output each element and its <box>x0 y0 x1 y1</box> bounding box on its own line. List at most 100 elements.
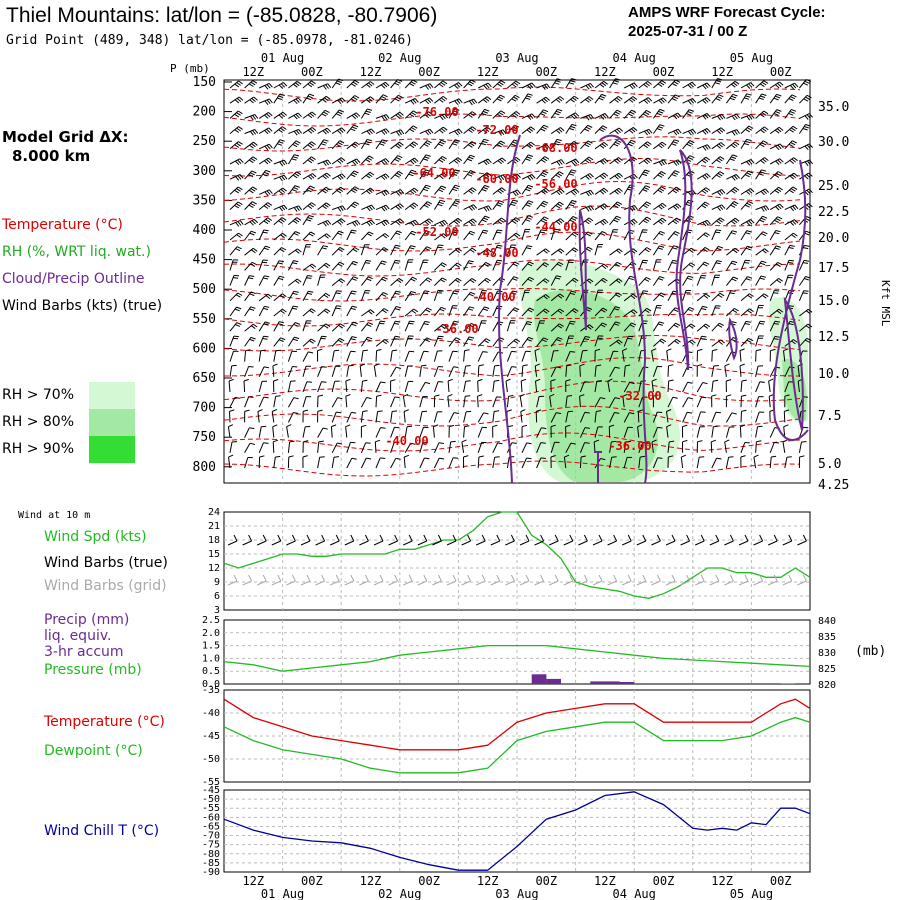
wind-barb-flag <box>322 221 327 227</box>
wind-barb <box>711 457 718 469</box>
wind-barb-flag <box>322 161 327 167</box>
wind-barb-flag <box>454 108 460 111</box>
wind-barb-flag <box>661 80 667 84</box>
wind-barb-flag <box>731 321 737 324</box>
wind-barb-flag <box>400 189 405 194</box>
wind-barb-flag <box>336 290 342 292</box>
top-date-label: 05 Aug <box>730 51 773 65</box>
wind-barb <box>346 351 352 362</box>
wind-barb <box>622 396 625 408</box>
wind-barb-flag <box>450 440 456 443</box>
wind-barb-flag <box>720 127 726 132</box>
wind-barb-flag <box>615 78 621 81</box>
wind-barb <box>404 79 414 89</box>
wind-barb <box>769 278 779 286</box>
wind-barb-flag <box>732 219 738 224</box>
surface-wind-barb-flag <box>335 534 340 542</box>
wind-barb <box>404 308 415 317</box>
wind-barb-flag <box>394 98 400 102</box>
wind-barb <box>609 229 614 241</box>
wind-barb <box>623 457 628 469</box>
wind-barb <box>565 335 570 347</box>
wind-barb <box>419 277 428 286</box>
wind-barb-flag <box>249 338 255 342</box>
wind-barb-flag <box>306 381 312 383</box>
wind-barb <box>638 396 644 408</box>
wind-barb-flag <box>249 130 254 136</box>
wind-barb-flag <box>615 263 621 267</box>
wind-barb <box>521 337 529 347</box>
wind-barb <box>419 184 427 195</box>
wind-barb <box>579 350 583 362</box>
wind-barb-flag <box>806 144 811 149</box>
wind-barb-flag <box>383 174 388 179</box>
wind-barb <box>784 245 791 256</box>
wind-barb-flag <box>779 158 784 163</box>
rh90-swatch <box>89 436 135 463</box>
wind-barb-flag <box>381 175 386 181</box>
surface-wind-barb-flag <box>656 574 661 582</box>
wind-barb <box>696 173 707 180</box>
wind-barb-flag <box>467 83 473 87</box>
wind-barb-flag <box>808 172 813 177</box>
wind-barb <box>244 170 253 180</box>
wind-barb <box>346 80 356 89</box>
wind-barb-flag <box>702 84 707 90</box>
wind-barb-flag <box>510 143 516 147</box>
wind-barb-flag <box>278 339 284 343</box>
surface-wind-barb <box>738 540 749 546</box>
wind-barb-flag <box>525 188 531 192</box>
surface-wind-barb-flag <box>437 534 442 542</box>
chill-y-tick: -75 <box>202 840 220 851</box>
wind-barb <box>272 365 275 377</box>
wind-barb-flag <box>739 363 745 367</box>
wind-barb-flag <box>268 143 273 149</box>
wind-barb-flag <box>687 381 693 384</box>
wind-barb <box>419 382 426 393</box>
wind-barb-flag <box>483 217 489 221</box>
wind-barb <box>390 366 397 378</box>
wind-barb-flag <box>280 127 285 132</box>
wind-barb <box>346 412 352 423</box>
wind-barb <box>521 200 529 210</box>
wind-barb <box>463 396 466 408</box>
wind-barb-flag <box>617 278 623 283</box>
wind-barb-flag <box>717 172 723 177</box>
wind-barb-flag <box>470 79 476 83</box>
wind-barb-flag <box>746 93 752 96</box>
wind-barb <box>638 201 647 210</box>
wind-barb-flag <box>341 127 346 132</box>
wind-barb <box>769 366 776 378</box>
surface-wind-barb-flag <box>715 574 720 582</box>
wind-barb <box>550 229 556 241</box>
wind-barb-flag <box>748 125 754 129</box>
wind-barb-flag <box>744 97 750 100</box>
wind-barb <box>680 457 684 469</box>
wind-barb-flag <box>370 309 375 314</box>
wind-barb-flag <box>428 218 434 223</box>
wind-barb-flag <box>350 98 356 102</box>
wind-barb-flag <box>482 351 488 353</box>
wind-barb-flag <box>662 202 667 207</box>
wind-barb-flag <box>585 336 591 338</box>
wind-barb <box>580 189 591 195</box>
wind-barb-flag <box>512 290 518 293</box>
wind-barb-flag <box>249 308 255 311</box>
wind-barb-flag <box>251 143 256 148</box>
height-tick: 4.25 <box>818 478 849 493</box>
wind-barb-flag <box>675 129 680 135</box>
wind-barb-flag <box>249 232 255 236</box>
wind-barb <box>623 96 634 104</box>
wind-barb-flag <box>317 409 323 412</box>
wind-barb <box>550 171 560 180</box>
wind-barb-flag <box>544 308 550 313</box>
wind-barb <box>287 260 294 271</box>
wind-barb <box>360 397 368 408</box>
wind-barb-flag <box>628 129 634 134</box>
wind-barb-flag <box>382 94 388 98</box>
wind-barb <box>667 278 678 286</box>
wind-barb-flag <box>528 127 534 132</box>
wind-barb-flag <box>455 264 460 268</box>
wind-barb-flag <box>711 394 717 397</box>
wind-barb-flag <box>381 293 387 297</box>
